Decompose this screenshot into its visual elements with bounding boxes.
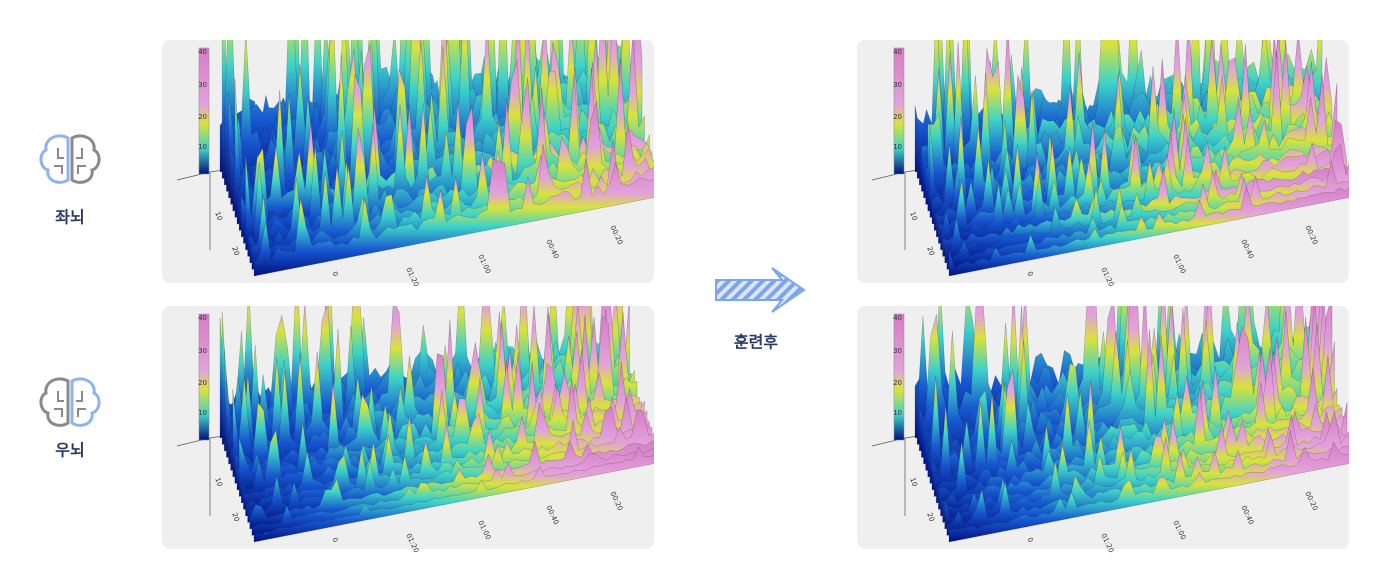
surface-row [946,429,1349,536]
colorbar [893,47,905,175]
surface-row [940,119,1348,251]
surface-row [948,441,1349,543]
surface-row [253,446,654,543]
colorbar [893,313,905,441]
time-label: 0 [330,536,339,543]
row-label: 우뇌 [55,441,84,460]
colorbar-label: 30 [198,347,207,355]
colorbar-label: 20 [198,379,207,387]
arrow-label: 훈련후 [734,333,778,352]
colorbar [198,47,210,175]
time-label: 0 [1025,270,1034,277]
surface-row [938,386,1345,510]
depth-label: 20 [925,246,936,257]
depth-label: 10 [908,211,919,222]
colorbar-label: 10 [893,409,902,417]
depth-label: 20 [230,246,241,257]
time-label: 0 [330,270,339,277]
surface-row [946,161,1349,270]
arrow [715,267,806,313]
surface-row [247,409,654,523]
colorbar-label: 30 [893,81,902,89]
surface-row [948,185,1349,277]
colorbar-label: 30 [893,347,902,355]
surface-row [942,164,1349,257]
surface-row [933,347,1340,497]
colorbar-label: 20 [198,113,207,121]
surface-row [251,445,654,536]
surface [176,40,654,277]
colorbar-label: 20 [893,113,902,121]
colorbar-label: 20 [893,379,902,387]
depth-label: 10 [213,477,224,488]
brain-icon [39,134,101,184]
depth-label: 20 [925,512,936,523]
surface [871,306,1349,543]
depth-label: 10 [213,211,224,222]
surface [176,306,654,543]
time-label: 0 [1025,536,1034,543]
colorbar-label: 40 [198,48,207,56]
colorbar [198,313,210,441]
brain-icon [39,377,101,427]
surface-row [251,139,654,270]
colorbar-label: 10 [198,409,207,417]
depth-label: 10 [908,477,919,488]
surface-row [942,411,1349,523]
surface [871,40,1349,277]
row-label: 좌뇌 [55,208,84,227]
colorbar-label: 10 [893,143,902,151]
colorbar-label: 40 [893,48,902,56]
surface-row [245,406,653,517]
colorbar-label: 30 [198,81,207,89]
colorbar-label: 40 [893,314,902,322]
colorbar-label: 40 [198,314,207,322]
surface-row [253,157,654,277]
colorbar-label: 10 [198,143,207,151]
depth-label: 20 [230,512,241,523]
